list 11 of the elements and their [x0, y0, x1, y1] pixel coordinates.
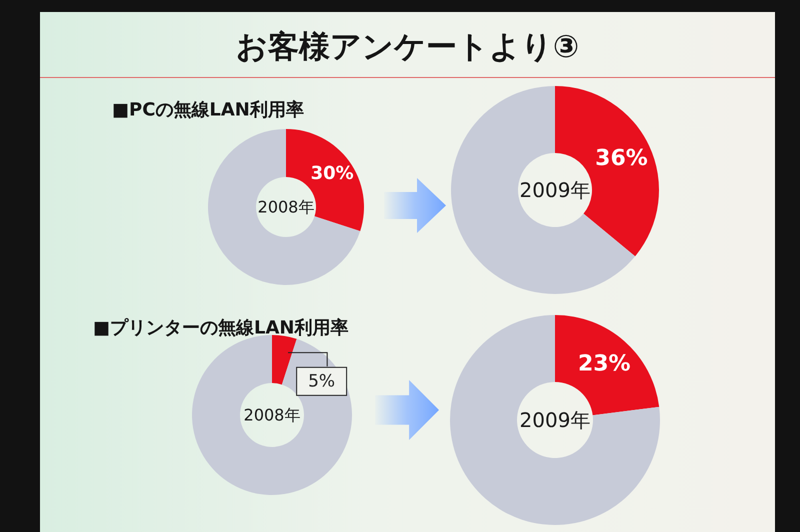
data-label: 36%: [595, 146, 648, 172]
text: 2009年: [520, 408, 590, 432]
chart-title: ■PCの無線LAN利用率: [112, 100, 304, 120]
data-label: 23%: [578, 352, 631, 377]
text: 2009年: [520, 178, 590, 202]
text: 2008年: [258, 198, 314, 216]
chart-title: ■プリンターの無線LAN利用率: [93, 318, 348, 338]
text: 2008年: [244, 406, 300, 424]
data-label: 30%: [310, 162, 354, 184]
text: お客様アンケートより③: [236, 29, 580, 65]
data-label: 5%: [308, 371, 336, 392]
